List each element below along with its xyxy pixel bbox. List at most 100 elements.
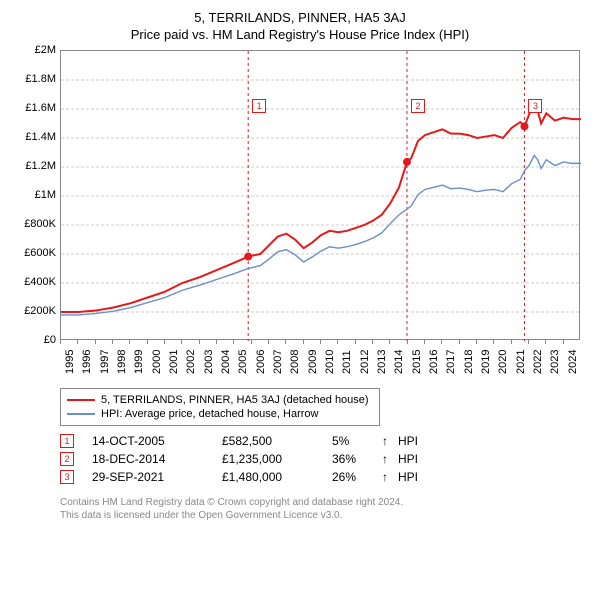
x-tick-label: 2018 — [463, 350, 475, 374]
x-tick — [545, 340, 546, 344]
y-tick-label: £1M — [35, 189, 56, 201]
event-pct: 5% — [332, 434, 382, 448]
series-subject — [61, 103, 581, 312]
y-tick-label: £1.6M — [25, 102, 56, 114]
x-tick-label: 1995 — [64, 350, 76, 374]
legend-row: HPI: Average price, detached house, Harr… — [67, 407, 373, 421]
up-arrow-icon: ↑ — [382, 452, 398, 466]
x-tick — [441, 340, 442, 344]
sale-marker — [403, 158, 411, 166]
y-tick-label: £800K — [24, 218, 56, 230]
x-tick — [181, 340, 182, 344]
plot-svg — [61, 51, 581, 341]
x-tick — [147, 340, 148, 344]
x-tick — [320, 340, 321, 344]
x-tick — [337, 340, 338, 344]
legend-row: 5, TERRILANDS, PINNER, HA5 3AJ (detached… — [67, 393, 373, 407]
x-tick-label: 2015 — [411, 350, 423, 374]
x-tick-label: 2024 — [567, 350, 579, 374]
y-tick-label: £1.4M — [25, 131, 56, 143]
event-row: 114-OCT-2005£582,5005%↑HPI — [60, 432, 586, 450]
event-ref: HPI — [398, 470, 418, 484]
x-tick-label: 2007 — [272, 350, 284, 374]
x-tick — [493, 340, 494, 344]
x-tick-label: 2000 — [151, 350, 163, 374]
x-tick-label: 2019 — [480, 350, 492, 374]
event-pct: 36% — [332, 452, 382, 466]
event-date: 14-OCT-2005 — [92, 434, 222, 448]
x-tick-label: 2020 — [497, 350, 509, 374]
up-arrow-icon: ↑ — [382, 470, 398, 484]
x-tick — [355, 340, 356, 344]
x-tick — [251, 340, 252, 344]
event-pct: 26% — [332, 470, 382, 484]
y-tick-label: £0 — [44, 334, 56, 346]
event-index-box: 1 — [60, 434, 74, 448]
y-tick-label: £1.2M — [25, 160, 56, 172]
x-tick-label: 2022 — [532, 350, 544, 374]
x-tick — [285, 340, 286, 344]
y-axis: £0£200K£400K£600K£800K£1M£1.2M£1.4M£1.6M… — [14, 50, 60, 340]
event-index-box: 3 — [60, 470, 74, 484]
event-price: £1,235,000 — [222, 452, 332, 466]
x-tick — [95, 340, 96, 344]
event-row: 3 29-SEP-2021£1,480,00026%↑HPI — [60, 468, 586, 486]
x-tick — [216, 340, 217, 344]
x-tick — [389, 340, 390, 344]
x-tick-label: 2006 — [255, 350, 267, 374]
x-tick-label: 2009 — [307, 350, 319, 374]
x-tick-label: 2010 — [324, 350, 336, 374]
x-tick-label: 2008 — [289, 350, 301, 374]
x-tick — [112, 340, 113, 344]
sale-marker — [520, 122, 528, 130]
x-tick — [372, 340, 373, 344]
plot-wrap: £0£200K£400K£600K£800K£1M£1.2M£1.4M£1.6M… — [14, 50, 586, 380]
x-tick-label: 2003 — [203, 350, 215, 374]
events-table: 114-OCT-2005£582,5005%↑HPI218-DEC-2014£1… — [60, 432, 586, 486]
x-tick-label: 2001 — [168, 350, 180, 374]
event-price: £1,480,000 — [222, 470, 332, 484]
y-tick-label: £400K — [24, 276, 56, 288]
attribution-line1: Contains HM Land Registry data © Crown c… — [60, 496, 586, 509]
x-tick — [129, 340, 130, 344]
attribution: Contains HM Land Registry data © Crown c… — [60, 496, 586, 522]
x-tick-label: 2016 — [428, 350, 440, 374]
chart-title: 5, TERRILANDS, PINNER, HA5 3AJ — [14, 10, 586, 25]
x-tick-label: 2004 — [220, 350, 232, 374]
x-tick — [563, 340, 564, 344]
y-tick-label: £2M — [35, 44, 56, 56]
event-index-box: 2 — [60, 452, 74, 466]
legend-label: 5, TERRILANDS, PINNER, HA5 3AJ (detached… — [101, 394, 369, 406]
x-tick — [424, 340, 425, 344]
event-price: £582,500 — [222, 434, 332, 448]
x-tick-label: 2013 — [376, 350, 388, 374]
legend-swatch — [67, 399, 95, 401]
x-tick-label: 2017 — [445, 350, 457, 374]
y-tick-label: £1.8M — [25, 73, 56, 85]
x-tick — [164, 340, 165, 344]
chart-subtitle: Price paid vs. HM Land Registry's House … — [14, 27, 586, 42]
x-tick-label: 2023 — [549, 350, 561, 374]
legend-label: HPI: Average price, detached house, Harr… — [101, 408, 318, 420]
attribution-line2: This data is licensed under the Open Gov… — [60, 509, 586, 522]
x-tick-label: 2014 — [393, 350, 405, 374]
chart-container: 5, TERRILANDS, PINNER, HA5 3AJ Price pai… — [0, 0, 600, 532]
x-tick — [233, 340, 234, 344]
sale-marker — [244, 253, 252, 261]
plot-area: 1 2 3 — [60, 50, 580, 340]
legend: 5, TERRILANDS, PINNER, HA5 3AJ (detached… — [60, 388, 380, 426]
x-tick-label: 1996 — [81, 350, 93, 374]
x-tick-label: 2005 — [237, 350, 249, 374]
x-axis: 1995199619971998199920002001200220032004… — [60, 340, 580, 380]
x-tick — [60, 340, 61, 344]
event-marker-box: 3 — [528, 99, 542, 113]
x-tick — [268, 340, 269, 344]
x-tick — [303, 340, 304, 344]
event-ref: HPI — [398, 434, 418, 448]
x-tick — [77, 340, 78, 344]
event-marker-box: 1 — [252, 99, 266, 113]
event-date: 29-SEP-2021 — [92, 470, 222, 484]
x-tick — [511, 340, 512, 344]
event-marker-box: 2 — [411, 99, 425, 113]
x-tick — [528, 340, 529, 344]
